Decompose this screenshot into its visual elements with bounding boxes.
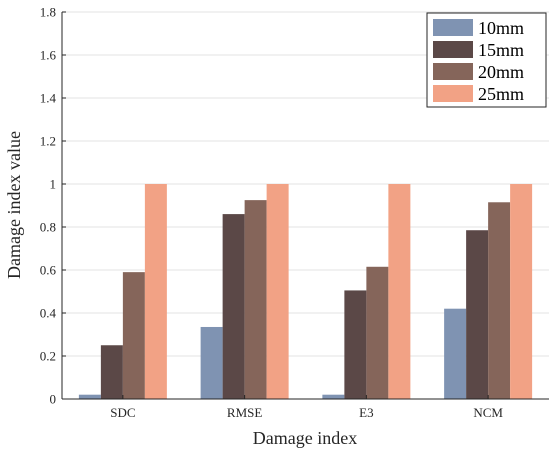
legend-label: 20mm: [478, 62, 524, 82]
y-tick-label: 1.2: [40, 134, 56, 149]
legend-swatch: [433, 41, 473, 58]
y-tick-label: 1: [50, 177, 57, 192]
bar-10mm-RMSE: [200, 326, 223, 399]
y-tick-label: 1.8: [40, 5, 56, 20]
x-ticks: SDC RMSE E3 NCM: [110, 395, 503, 420]
y-tick-label: 0.6: [40, 263, 57, 278]
bars: [78, 184, 533, 399]
legend-swatch: [433, 85, 473, 102]
bar-15mm-RMSE: [222, 214, 245, 399]
legend-label: 25mm: [478, 84, 524, 104]
y-axis-label: Damage index value: [4, 131, 24, 279]
bar-15mm-SDC: [100, 345, 123, 399]
x-tick-label: NCM: [473, 405, 503, 420]
bar-25mm-E3: [388, 184, 411, 399]
y-tick-label: 0.4: [40, 306, 57, 321]
y-tick-label: 1.4: [40, 91, 57, 106]
legend-label: 15mm: [478, 40, 524, 60]
axes: [61, 12, 549, 400]
bar-20mm-SDC: [122, 272, 145, 399]
y-tick-label: 0: [50, 392, 57, 407]
x-tick-label: RMSE: [227, 405, 262, 420]
x-tick-label: SDC: [110, 405, 135, 420]
legend-swatch: [433, 63, 473, 80]
legend-label: 10mm: [478, 18, 524, 38]
bar-20mm-RMSE: [244, 200, 267, 399]
bar-25mm-NCM: [510, 184, 533, 399]
bar-25mm-RMSE: [266, 184, 289, 399]
bar-10mm-NCM: [444, 308, 467, 399]
x-tick-label: E3: [359, 405, 373, 420]
y-tick-label: 0.8: [40, 220, 56, 235]
y-ticks: 0 0.2 0.4 0.6 0.8 1 1.2 1.4 1.6 1.8: [40, 5, 66, 407]
bar-20mm-NCM: [488, 202, 511, 399]
bar-10mm-SDC: [78, 394, 101, 399]
bar-10mm-E3: [322, 394, 345, 399]
x-axis-label: Damage index: [253, 428, 357, 448]
y-tick-label: 0.2: [40, 349, 56, 364]
bar-20mm-E3: [366, 266, 389, 399]
bar-25mm-SDC: [144, 184, 167, 399]
bar-15mm-E3: [344, 290, 367, 399]
y-tick-label: 1.6: [40, 48, 57, 63]
legend-swatch: [433, 19, 473, 36]
bar-15mm-NCM: [466, 230, 489, 399]
